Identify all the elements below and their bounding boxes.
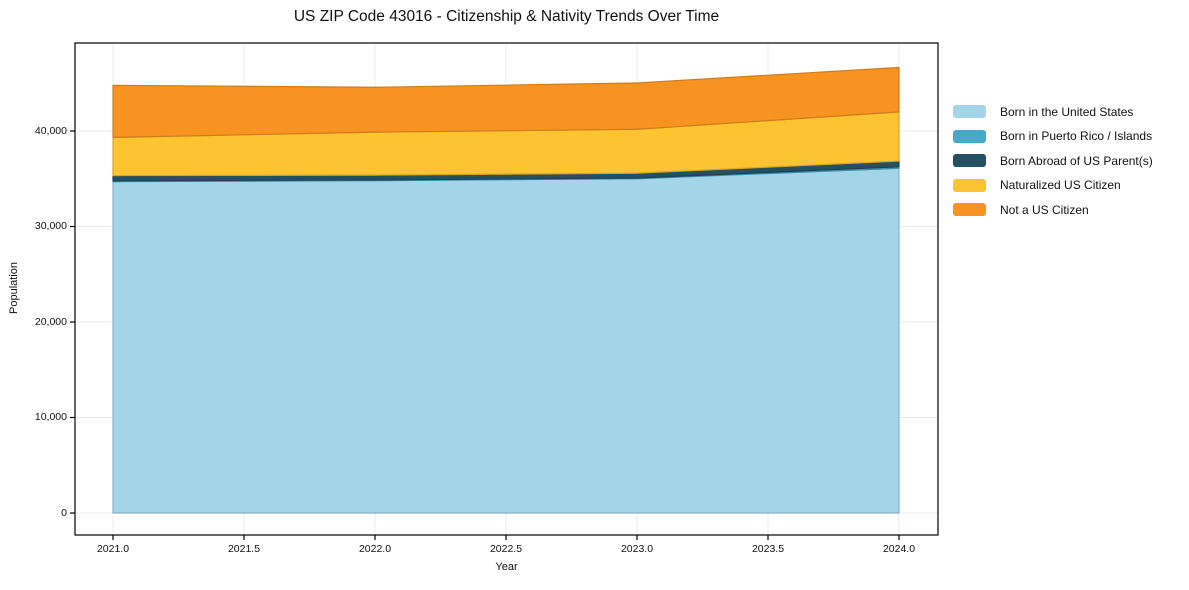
legend-label: Born in the United States xyxy=(1000,104,1134,119)
legend-swatch-icon xyxy=(953,178,986,192)
y-tick-label: 40,000 xyxy=(34,124,67,137)
legend: Born in the United States Born in Puerto … xyxy=(953,104,1153,217)
legend-item-0: Born in the United States xyxy=(953,104,1153,119)
legend-item-3: Naturalized US Citizen xyxy=(953,178,1153,193)
legend-label: Naturalized US Citizen xyxy=(1000,178,1121,192)
legend-label: Born Abroad of US Parent(s) xyxy=(1000,153,1153,168)
x-tick-label: 2021.0 xyxy=(96,543,130,555)
x-axis-label: Year xyxy=(495,561,518,573)
legend-swatch-icon xyxy=(953,203,986,216)
legend-item-1: Born in Puerto Rico / Islands xyxy=(953,129,1153,144)
x-tick-label: 2024.0 xyxy=(882,543,916,555)
legend-swatch-icon xyxy=(953,129,986,143)
legend-swatch-icon xyxy=(953,105,986,118)
x-tick-label: 2022.0 xyxy=(358,543,392,555)
area-series-0 xyxy=(112,167,900,514)
legend-item-2: Born Abroad of US Parent(s) xyxy=(953,153,1153,168)
y-tick-label: 0 xyxy=(61,506,67,519)
x-tick-label: 2023.5 xyxy=(751,543,785,555)
legend-label: Born in Puerto Rico / Islands xyxy=(1000,129,1153,143)
x-tick-label: 2023.0 xyxy=(620,543,654,555)
chart-title: US ZIP Code 43016 - Citizenship & Nativi… xyxy=(293,8,720,25)
y-tick-label: 10,000 xyxy=(34,411,67,423)
y-tick-label: 20,000 xyxy=(34,315,67,328)
area-series-4 xyxy=(112,66,900,138)
x-tick-label: 2022.5 xyxy=(489,543,523,555)
legend-label: Not a US Citizen xyxy=(1000,202,1089,217)
y-tick-label: 30,000 xyxy=(34,220,67,232)
legend-item-4: Not a US Citizen xyxy=(953,202,1153,217)
x-tick-label: 2021.5 xyxy=(227,543,261,555)
legend-swatch-icon xyxy=(953,154,986,167)
